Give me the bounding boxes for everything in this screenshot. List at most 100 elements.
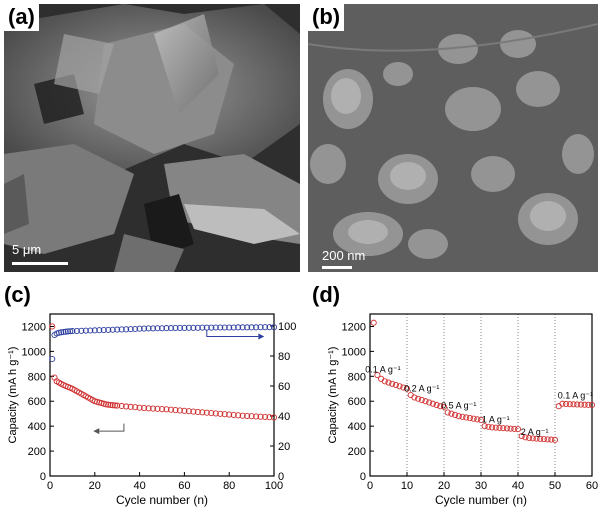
data-point — [266, 324, 273, 331]
data-point — [270, 324, 278, 331]
data-point — [381, 378, 388, 385]
y-tick-label: 0 — [40, 471, 46, 483]
efficiency-axis-arrow — [206, 330, 259, 337]
data-point — [221, 324, 228, 331]
data-point — [217, 410, 224, 417]
data-point — [261, 413, 269, 420]
scale-bar-a — [12, 262, 68, 265]
data-point — [105, 401, 112, 408]
data-point — [257, 413, 264, 420]
data-point — [212, 410, 219, 417]
data-point — [544, 436, 551, 443]
data-point — [485, 423, 492, 430]
rate-annotation: 1 A g⁻¹ — [482, 414, 510, 424]
data-point — [389, 380, 396, 387]
data-point — [199, 409, 206, 416]
sem-texture-b — [308, 4, 598, 272]
rate-annotation: 0.1 A g⁻¹ — [558, 391, 593, 401]
data-point — [400, 384, 407, 391]
data-point — [370, 319, 377, 326]
data-point — [253, 324, 260, 331]
data-point — [253, 413, 260, 420]
x-tick-label: 60 — [586, 480, 598, 492]
data-point — [141, 325, 148, 332]
data-point — [167, 406, 175, 413]
chart-d: 0 10 20 30 40 50 60020040060080010001200Cycle … — [327, 313, 598, 507]
data-point — [185, 408, 192, 415]
data-point — [577, 401, 584, 408]
data-point — [123, 326, 130, 333]
x-tick-label: 100 — [265, 480, 283, 492]
data-point — [511, 425, 518, 432]
data-point — [481, 423, 488, 430]
data-point — [109, 326, 116, 333]
x-tick-label: 40 — [133, 480, 145, 492]
data-point — [172, 407, 179, 414]
data-point — [172, 324, 179, 332]
y2-tick-label: 0 — [278, 471, 284, 483]
data-point — [392, 381, 399, 389]
data-point — [73, 327, 80, 335]
scale-bar-label-a: 5 μm — [12, 242, 42, 257]
rate-annotation: 2 A g⁻¹ — [521, 427, 549, 437]
data-point — [49, 355, 56, 363]
data-point — [102, 401, 110, 408]
data-point — [257, 324, 264, 331]
y-tick-label: 800 — [348, 371, 366, 383]
y-tick-label: 400 — [348, 421, 366, 433]
data-point — [114, 402, 121, 409]
data-point — [212, 324, 219, 331]
data-point — [540, 436, 547, 443]
data-point — [123, 403, 130, 410]
data-point — [181, 407, 188, 414]
x-tick-label: 50 — [549, 480, 561, 492]
x-tick-label: 60 — [178, 480, 190, 492]
data-point — [551, 436, 559, 443]
data-point — [60, 328, 67, 336]
data-point — [55, 329, 63, 336]
data-point — [58, 329, 65, 336]
data-point — [114, 326, 121, 333]
data-point — [500, 425, 507, 432]
data-point — [230, 324, 237, 331]
data-point — [503, 425, 510, 432]
y-tick-label: 800 — [28, 371, 46, 383]
data-point — [239, 412, 246, 419]
data-point — [489, 424, 496, 431]
data-point — [226, 324, 233, 331]
data-point — [507, 425, 514, 432]
data-point — [158, 406, 166, 413]
data-point — [239, 324, 246, 331]
data-point — [203, 409, 210, 416]
x-tick-label: 20 — [89, 480, 101, 492]
data-point — [466, 415, 473, 422]
data-point — [226, 411, 233, 418]
data-point — [111, 402, 119, 409]
data-point — [415, 395, 422, 402]
data-point — [470, 415, 477, 422]
data-point — [266, 414, 273, 421]
data-point — [422, 398, 429, 405]
data-point — [433, 401, 440, 409]
y2-tick-label: 60 — [278, 381, 290, 393]
data-point — [154, 325, 161, 332]
data-point — [378, 375, 385, 382]
data-point — [194, 324, 201, 331]
data-point — [244, 324, 251, 331]
y-tick-label: 1000 — [22, 346, 46, 358]
y-tick-label: 600 — [28, 396, 46, 408]
panel-label-d: (d) — [312, 282, 341, 307]
data-point — [474, 416, 481, 423]
data-point — [87, 327, 94, 334]
data-point — [78, 327, 85, 334]
data-point — [529, 435, 536, 442]
data-point — [526, 434, 533, 442]
data-point — [566, 401, 573, 408]
plot-frame — [49, 313, 275, 477]
data-point — [127, 326, 134, 333]
y-tick-label: 1200 — [22, 321, 46, 333]
data-point — [91, 327, 98, 334]
data-point — [145, 405, 152, 412]
data-point — [221, 411, 228, 418]
data-point — [194, 408, 201, 415]
